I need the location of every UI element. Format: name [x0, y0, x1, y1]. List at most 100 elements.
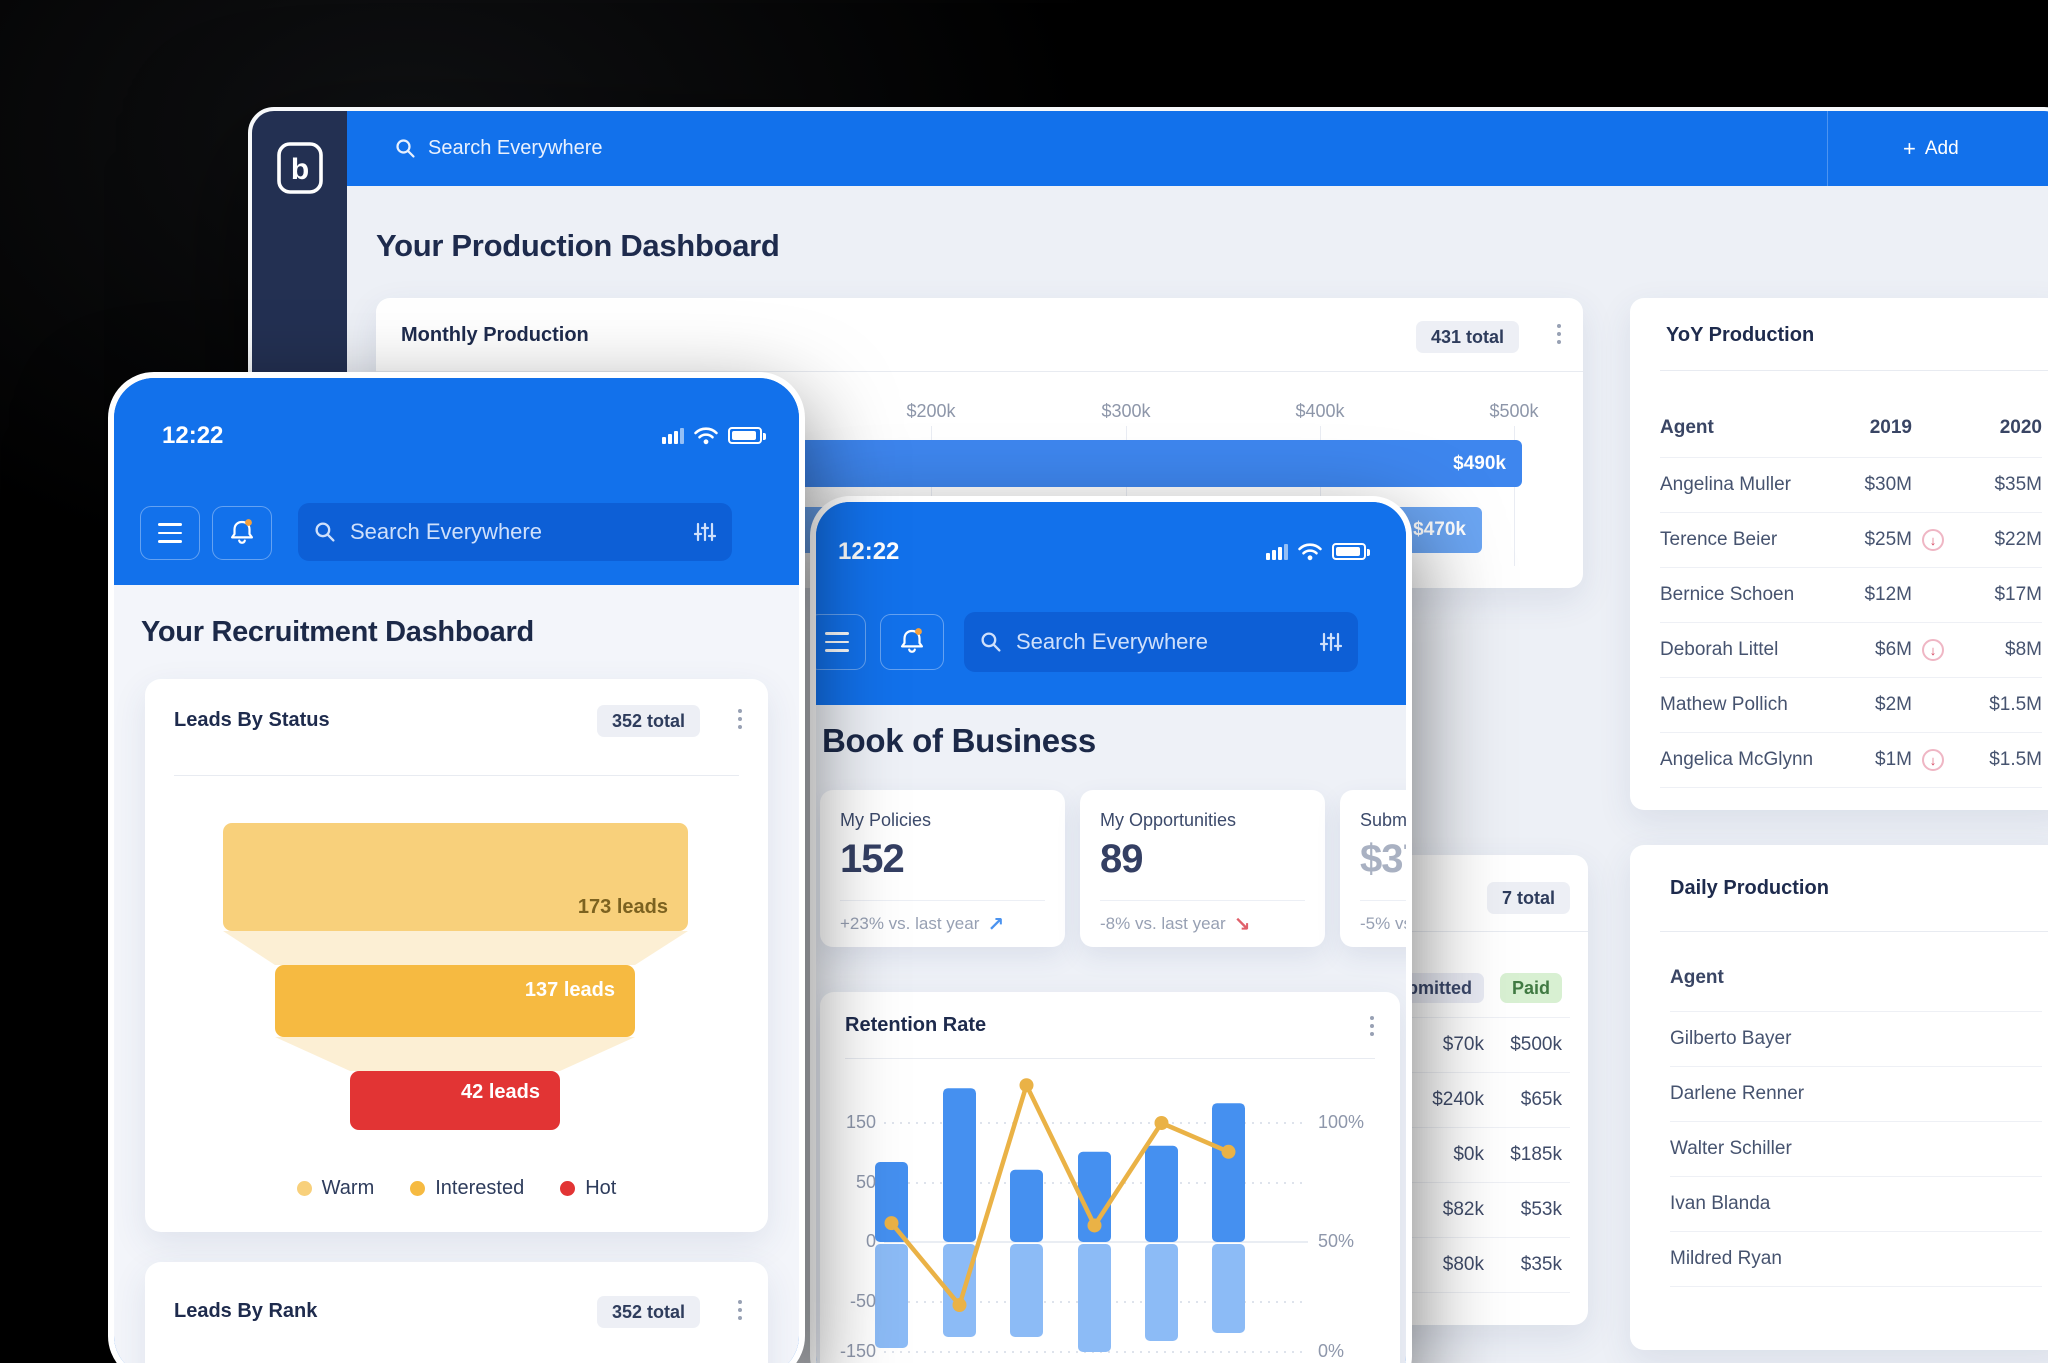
claims-total-badge: 7 total	[1486, 882, 1570, 914]
paid-col-header: Paid	[1492, 973, 1562, 1003]
retention-bar-negative	[943, 1244, 976, 1337]
desktop-topbar: Search Everywhere + Add	[347, 111, 2048, 186]
kpi-delta: -8% vs. last year ↘	[1100, 900, 1305, 947]
divider	[1660, 931, 2048, 932]
legend-item: Warm	[296, 1177, 374, 1200]
retention-line-marker	[1154, 1116, 1169, 1130]
value-2019: $2M	[1875, 694, 1912, 715]
add-button[interactable]: + Add	[1903, 111, 1959, 186]
icon-slot: ↓	[1912, 639, 1946, 661]
value-2020: $22M	[1994, 529, 2042, 550]
topbar-divider	[1827, 111, 1828, 186]
phone-search-input[interactable]	[348, 518, 682, 546]
add-button-label: Add	[1924, 137, 1959, 159]
retention-chart-canvas	[875, 1078, 1308, 1353]
retention-line-marker	[884, 1216, 899, 1231]
paid-value: $500k	[1510, 1034, 1562, 1055]
search-icon	[315, 522, 335, 542]
tablet-clock: 12:22	[838, 538, 900, 565]
agent-name: Bernice Schoen	[1660, 584, 1795, 605]
leads-by-rank-badge: 352 total	[596, 1296, 700, 1328]
value-2019: $12M	[1864, 584, 1912, 605]
retention-rate-title: Retention Rate	[845, 1014, 987, 1036]
value-2020: $1.5M	[1989, 694, 2042, 715]
phone-notifications-button[interactable]	[212, 506, 272, 560]
page-title: Your Production Dashboard	[376, 228, 780, 263]
divider	[845, 1058, 1375, 1059]
y-axis-tick-label: 150	[845, 1112, 876, 1132]
right-axis-tick-label: 0%	[1318, 1341, 1345, 1361]
tablet-menu-button[interactable]	[816, 614, 866, 670]
svg-text:b: b	[291, 153, 309, 186]
phone-page-title: Your Recruitment Dashboard	[141, 616, 534, 648]
trend-up-icon: ↗	[987, 913, 1005, 936]
right-axis-tick-label: 100%	[1318, 1112, 1365, 1132]
kpi-row: My Policies 152 +23% vs. last year ↗ My Oppo…	[820, 790, 1412, 947]
filter-icon[interactable]	[694, 521, 716, 543]
value-2019: $30M	[1864, 474, 1912, 495]
agent-name: Angelica McGlynn	[1660, 749, 1814, 770]
retention-menu-button[interactable]	[1370, 1016, 1374, 1036]
funnel-tier-label: 42 leads	[461, 1081, 540, 1104]
desktop-search-label: Search Everywhere	[428, 137, 603, 159]
legend-label: Hot	[585, 1177, 617, 1199]
yoy-row: Angelica McGlynn $1M ↓ $1.5M	[1660, 733, 2042, 788]
value-2019: $1M	[1875, 749, 1912, 770]
leads-by-status-menu-button[interactable]	[738, 709, 742, 729]
leads-by-status-title: Leads By Status	[174, 709, 330, 731]
retention-bar-negative	[1010, 1244, 1043, 1337]
monthly-bar-label: $470k	[1413, 519, 1466, 540]
leads-by-status-card: Leads By Status 352 total 173 leads 137 l…	[145, 679, 768, 1232]
kpi-delta: -5% vs. la↘	[1360, 900, 1412, 947]
funnel-tier: 42 leads	[350, 1071, 560, 1130]
phone-header: 12:22	[114, 378, 799, 585]
phone-search-field[interactable]	[298, 503, 732, 561]
divider	[174, 775, 739, 776]
x-axis-tick-label: $400k	[1295, 401, 1345, 421]
phone-device: 12:22	[108, 372, 805, 1363]
agent-name: Ivan Blanda	[1670, 1193, 1771, 1214]
retention-bar-negative	[1145, 1244, 1178, 1341]
desktop-search[interactable]: Search Everywhere	[395, 111, 603, 186]
legend-dot	[296, 1181, 312, 1196]
yoy-row: Terence Beier $25M ↓ $22M	[1660, 513, 2042, 568]
phone-menu-button[interactable]	[140, 506, 200, 560]
yoy-col-agent: Agent	[1660, 416, 1714, 438]
daily-production-title: Daily Production	[1670, 877, 1829, 899]
retention-bar-positive	[943, 1088, 976, 1242]
yoy-col-2019: 2019	[1869, 416, 1912, 438]
x-axis-tick-label: $500k	[1489, 401, 1539, 421]
tablet-search-input[interactable]	[1014, 628, 1308, 656]
monthly-menu-button[interactable]	[1557, 324, 1561, 344]
phone-clock: 12:22	[162, 422, 224, 449]
plus-icon: +	[1903, 135, 1916, 161]
agent-name: Darlene Renner	[1670, 1083, 1805, 1104]
retention-bar-negative	[1078, 1244, 1111, 1352]
leads-by-rank-menu-button[interactable]	[738, 1300, 742, 1320]
kpi-value: 89	[1100, 837, 1144, 881]
tablet-search-field[interactable]	[964, 612, 1358, 672]
kpi-delta-text: -5% vs. la	[1360, 914, 1412, 933]
agent-name: Angelina Muller	[1660, 474, 1791, 495]
bell-icon	[231, 519, 253, 544]
funnel-tier-label: 137 leads	[524, 978, 615, 1001]
kpi-delta-text: +23% vs. last year	[840, 914, 980, 933]
tablet-notifications-button[interactable]	[880, 614, 944, 670]
paid-value: $35k	[1520, 1254, 1562, 1275]
retention-bar-negative	[1212, 1244, 1245, 1333]
kpi-card: Submitt $37 -5% vs. la↘	[1340, 790, 1412, 947]
legend-item: Interested	[410, 1177, 524, 1200]
y-axis-tick-label: -150	[839, 1341, 876, 1361]
filter-icon[interactable]	[1320, 631, 1342, 653]
submitted-value: $70k	[1442, 1034, 1484, 1055]
leads-by-rank-title: Leads By Rank	[174, 1300, 318, 1322]
retention-rate-card: Retention Rate 150 50 0 -50 -150 100% 50% 0%	[820, 992, 1400, 1363]
daily-row: Gilberto Bayer	[1670, 1012, 2042, 1067]
value-2019: $6M	[1875, 639, 1912, 660]
trend-down-circle-icon: ↓	[1922, 529, 1944, 551]
cellular-signal-icon	[662, 427, 684, 444]
gridline	[1514, 426, 1515, 566]
value-2020: $35M	[1994, 474, 2042, 495]
retention-trend-line	[889, 1082, 1231, 1308]
funnel-legend: Warm Interested Hot	[145, 1177, 768, 1200]
